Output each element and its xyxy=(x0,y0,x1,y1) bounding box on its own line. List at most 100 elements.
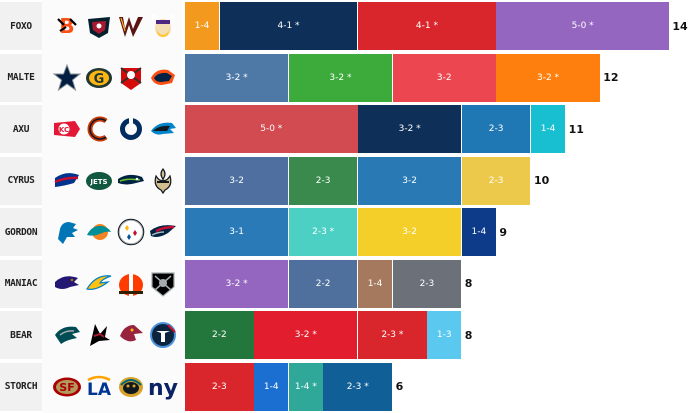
bar-segment: 2-3 xyxy=(288,156,358,205)
row-label: STORCH xyxy=(0,362,42,411)
row-label: CYRUS xyxy=(0,156,42,205)
rams-logo-icon: LA xyxy=(84,372,114,402)
texans-logo-icon xyxy=(84,11,114,41)
segment-label: 3-2 xyxy=(402,227,417,237)
row-total: 11 xyxy=(568,122,584,136)
svg-text:ny: ny xyxy=(148,376,178,401)
bar-segment: 3-2 * xyxy=(185,53,289,102)
svg-text:B: B xyxy=(59,14,74,38)
row-total: 12 xyxy=(603,71,619,84)
svg-text:SF: SF xyxy=(59,381,74,394)
dolphins-logo-icon xyxy=(84,217,114,247)
bar-segment: 3-2 xyxy=(185,156,289,205)
row-label: MANIAC xyxy=(0,259,42,308)
bar-segment: 2-3 xyxy=(461,156,531,205)
segment-label: 2-3 * xyxy=(312,227,335,237)
buccaneers-logo-icon xyxy=(116,63,146,93)
segment-label: 3-2 xyxy=(436,72,452,83)
bar-segment: 2-3 * xyxy=(323,362,393,411)
svg-text:G: G xyxy=(94,72,105,87)
bar-segment: 3-2 * xyxy=(288,53,393,102)
row-label: MALTE xyxy=(0,53,42,102)
bar-segment: 4-1 * xyxy=(219,2,358,50)
segment-label: 3-2 * xyxy=(294,330,317,340)
segment-label: 2-3 xyxy=(315,175,331,186)
svg-text:KC: KC xyxy=(59,126,69,134)
segment-label: 3-2 * xyxy=(537,72,560,83)
bar-segment: 1-4 xyxy=(461,208,496,256)
bar-segment: 1-4 xyxy=(185,2,220,50)
segment-label: 3-2 * xyxy=(398,124,421,134)
row-total: 6 xyxy=(395,380,404,393)
patriots-logo-icon xyxy=(148,217,178,247)
bar-segment: 3-2 * xyxy=(185,259,289,308)
bar-segment: 1-3 xyxy=(427,311,462,359)
segment-label: 1-4 xyxy=(367,278,383,289)
segment-label: 3-2 xyxy=(229,175,244,186)
segment-label: 3-2 xyxy=(402,175,417,186)
segment-label: 2-2 xyxy=(211,330,227,340)
cardinals-logo-icon xyxy=(116,320,146,350)
bar-segment: 2-3 * xyxy=(288,208,358,256)
segment-label: 2-3 * xyxy=(346,381,369,392)
row-total: 8 xyxy=(464,328,473,342)
svg-text:JETS: JETS xyxy=(89,178,107,186)
segment-label: 3-2 * xyxy=(329,72,352,83)
ravens-logo-icon xyxy=(52,269,82,299)
segment-label: 2-3 xyxy=(488,124,504,134)
bar-segment: 2-2 xyxy=(185,311,254,359)
segment-label: 5-0 * xyxy=(260,124,283,134)
row-total: 14 xyxy=(672,19,688,33)
row-total: 8 xyxy=(464,277,473,290)
row-label: BEAR xyxy=(0,311,42,359)
lions-logo-icon xyxy=(52,217,82,247)
segment-label: 2-3 * xyxy=(381,330,404,340)
bar-segment: 2-3 xyxy=(461,105,531,153)
panthers-logo-icon xyxy=(148,114,178,144)
segment-label: 2-3 xyxy=(488,175,504,186)
bar-segment: 1-4 xyxy=(254,362,289,411)
row-label: FOXO xyxy=(0,2,42,50)
segment-label: 2-2 xyxy=(315,278,331,289)
bar-segment: 4-1 * xyxy=(358,2,496,50)
bar-segment: 3-2 xyxy=(392,53,496,102)
colts-logo-icon xyxy=(116,114,146,144)
segment-label: 2-3 xyxy=(419,278,435,289)
segment-label: 4-1 * xyxy=(277,21,300,31)
bar-segment: 3-2 xyxy=(358,156,462,205)
giants-logo-icon: ny xyxy=(148,372,178,402)
segment-label: 2-3 xyxy=(211,381,227,392)
saints-logo-icon xyxy=(148,166,178,196)
jaguars-logo-icon xyxy=(116,372,146,402)
chargers-logo-icon xyxy=(84,269,114,299)
vikings-logo-icon xyxy=(148,11,178,41)
row-total: 10 xyxy=(534,174,550,187)
svg-text:LA: LA xyxy=(87,380,112,400)
chiefs-logo-icon: KC xyxy=(52,114,82,144)
bar-segment: 3-2 xyxy=(358,208,462,256)
segment-label: 3-1 xyxy=(229,227,244,237)
bar-segment: 3-1 xyxy=(185,208,289,256)
jets-logo-icon: JETS xyxy=(84,166,114,196)
bills-logo-icon xyxy=(52,166,82,196)
row-label: GORDON xyxy=(0,208,42,256)
segment-label: 3-2 * xyxy=(225,278,248,289)
bar-segment: 5-0 * xyxy=(185,105,358,153)
bar-segment: 3-2 * xyxy=(358,105,462,153)
cowboys-logo-icon xyxy=(52,63,82,93)
segment-label: 1-3 xyxy=(436,330,452,340)
segment-label: 1-4 * xyxy=(294,381,317,392)
segment-label: 3-2 * xyxy=(225,72,248,83)
bar-segment: 2-3 xyxy=(392,259,462,308)
segment-label: 5-0 * xyxy=(571,21,594,31)
eagles-logo-icon xyxy=(52,320,82,350)
row-total: 9 xyxy=(499,225,508,239)
bar-segment: 3-2 * xyxy=(254,311,358,359)
bar-segment: 2-3 xyxy=(185,362,254,411)
broncos-logo-icon xyxy=(148,63,178,93)
bar-segment: 2-2 xyxy=(288,259,358,308)
bar-segment: 1-4 xyxy=(531,105,566,153)
bar-segment: 2-3 * xyxy=(358,311,427,359)
bar-segment: 1-4 * xyxy=(288,362,323,411)
